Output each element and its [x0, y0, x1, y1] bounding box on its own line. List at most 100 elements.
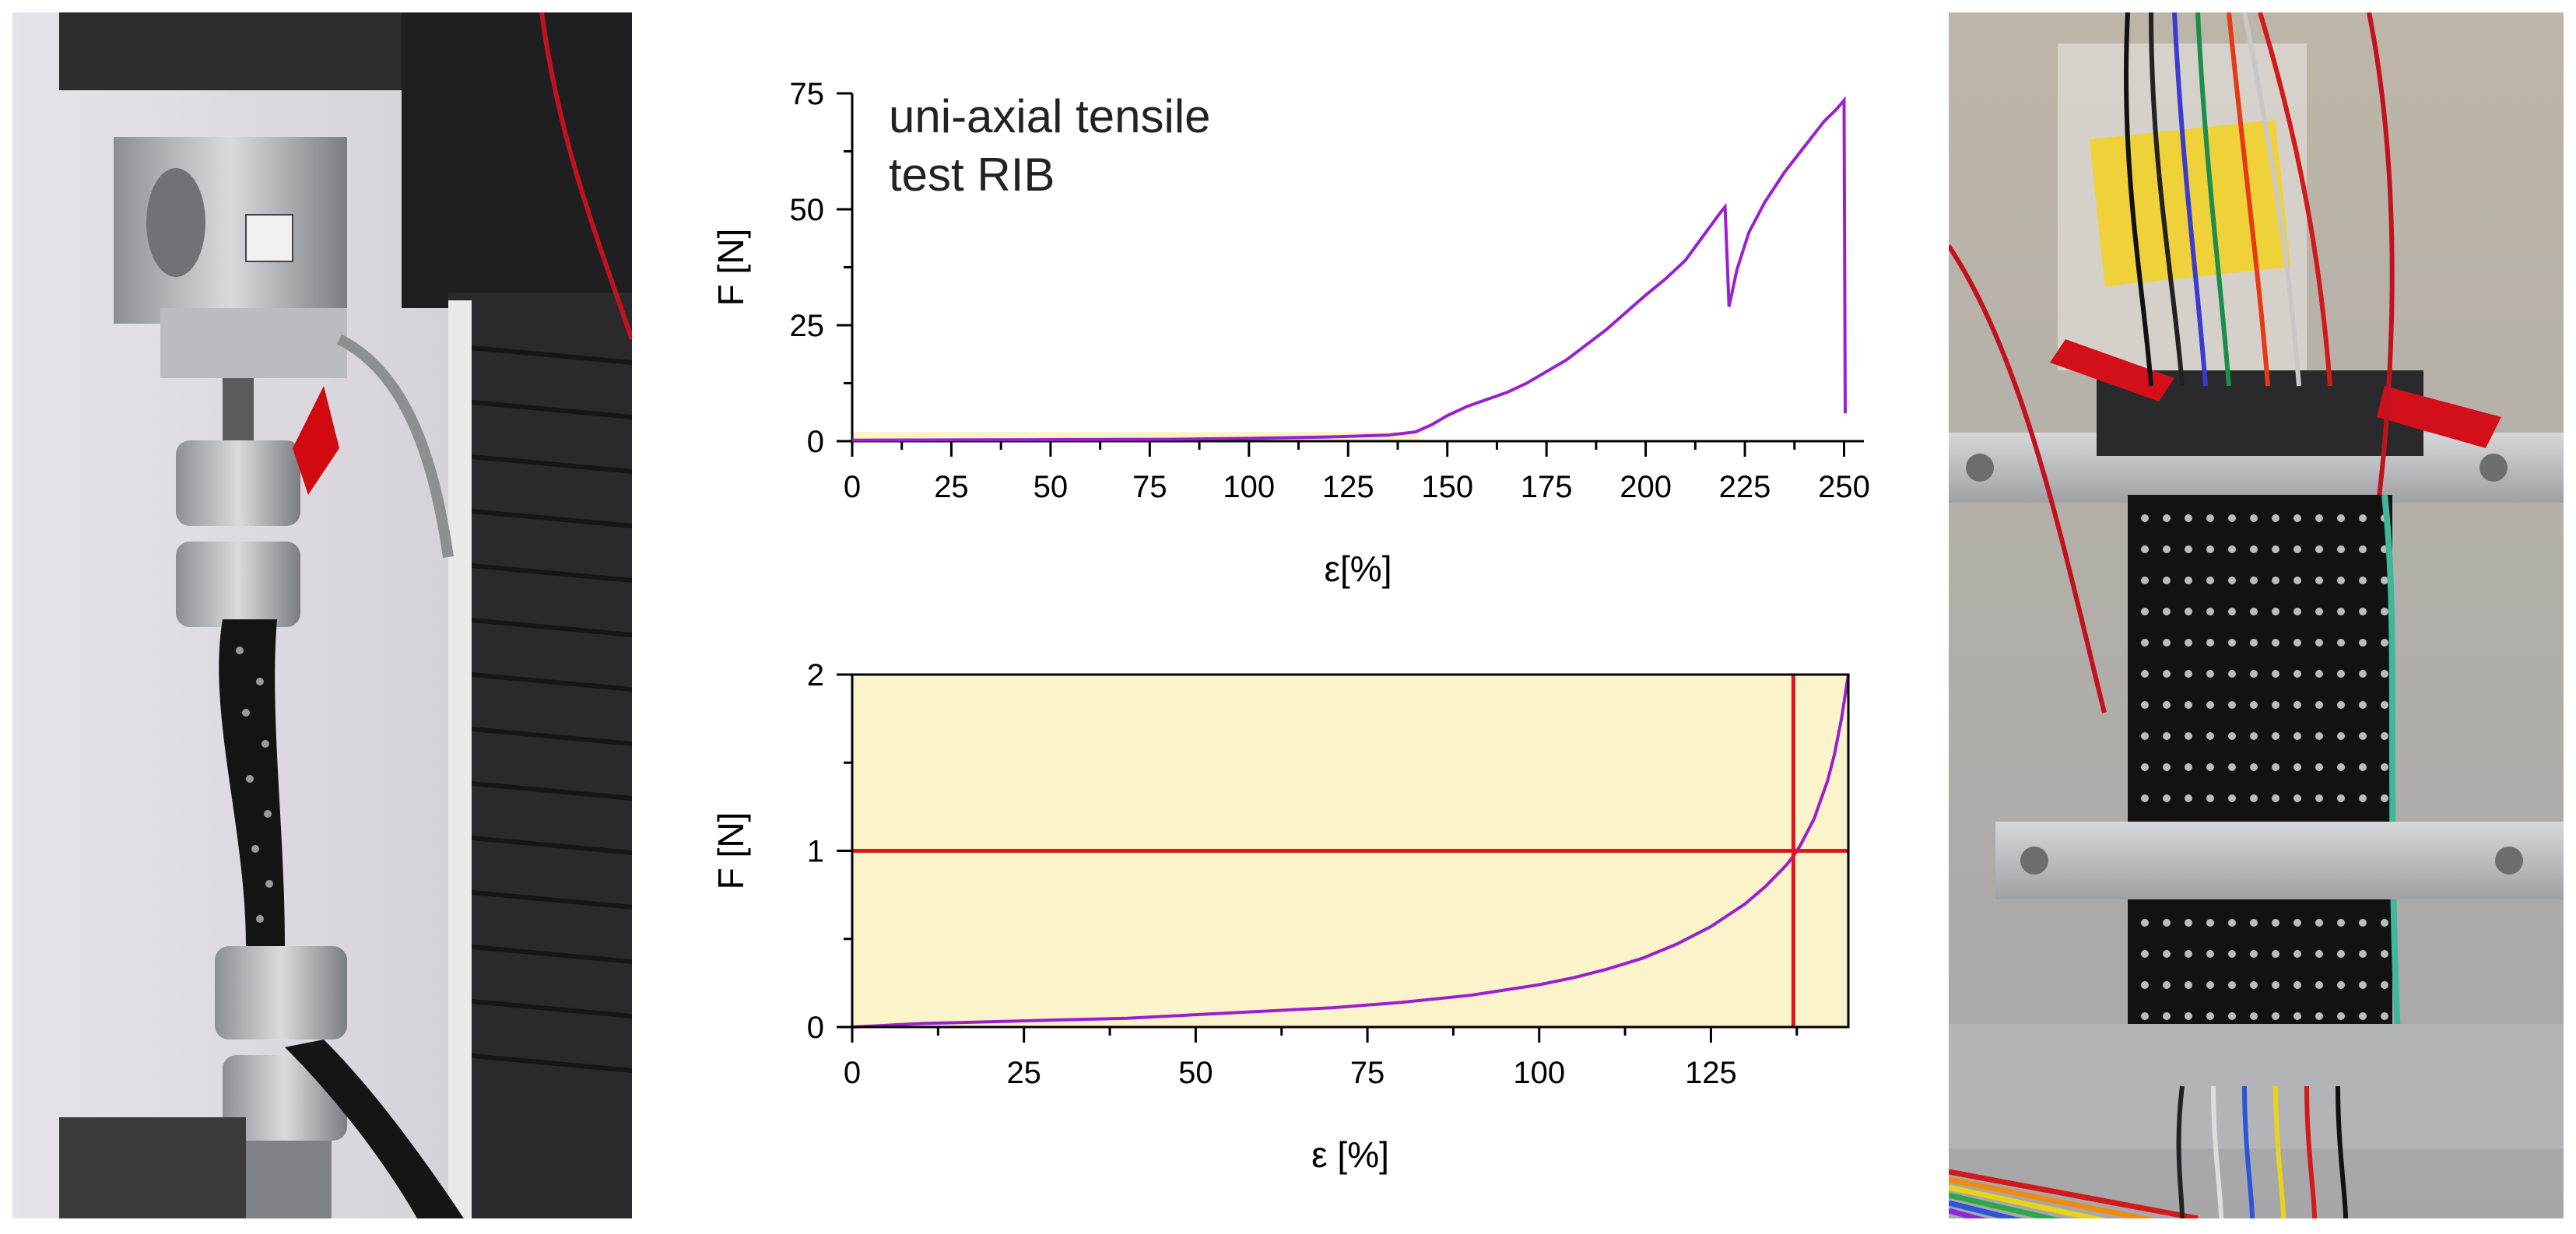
- knit-stitch: [2185, 1012, 2192, 1020]
- knit-stitch: [2293, 639, 2301, 647]
- top-y-axis-label: F [N]: [711, 229, 751, 307]
- knit-stitch: [2272, 919, 2279, 927]
- knit-stitch: [2272, 950, 2279, 958]
- knit-stitch: [2163, 732, 2171, 740]
- knit-stitch: [2337, 1012, 2345, 1020]
- knit-stitch: [2141, 1012, 2149, 1020]
- knit-stitch: [2141, 577, 2149, 584]
- top-x-tick-label: 125: [1322, 470, 1374, 504]
- knit-stitch: [2315, 919, 2323, 927]
- knit-stitch: [2206, 701, 2214, 709]
- top-x-tick-label: 175: [1521, 470, 1573, 504]
- knit-stitch: [2206, 545, 2214, 553]
- knit-stitch: [2272, 670, 2279, 678]
- knit-stitch: [2141, 608, 2149, 615]
- knit-stitch: [2381, 794, 2388, 802]
- knit-stitch: [2250, 732, 2258, 740]
- knit-stitch: [2272, 639, 2279, 647]
- knit-stitch: [2206, 732, 2214, 740]
- knit-stitch: [2359, 950, 2367, 958]
- knit-stitch: [2293, 763, 2301, 771]
- knit-stitch: [2141, 701, 2149, 709]
- knit-stitch: [2141, 514, 2149, 522]
- knit-stitch: [2359, 670, 2367, 678]
- knit-stitch: [2381, 981, 2388, 989]
- knit-stitch: [2315, 981, 2323, 989]
- knit-stitch: [2337, 919, 2345, 927]
- knit-stitch: [2272, 732, 2279, 740]
- knit-stitch: [2185, 732, 2192, 740]
- top-x-tick-label: 225: [1719, 470, 1771, 504]
- knit-stitch: [2293, 1012, 2301, 1020]
- knit-stitch: [2141, 639, 2149, 647]
- knit-stitch: [2337, 701, 2345, 709]
- knit-stitch: [2272, 1012, 2279, 1020]
- knit-stitch: [2337, 981, 2345, 989]
- knit-stitch: [2163, 545, 2171, 553]
- top-x-tick-label: 250: [1818, 470, 1870, 504]
- knit-stitch: [2163, 950, 2171, 958]
- knit-stitch: [2337, 608, 2345, 615]
- knit-stitch: [2250, 919, 2258, 927]
- knit-stitch: [2250, 950, 2258, 958]
- knit-stitch: [2250, 1012, 2258, 1020]
- knit-stitch: [2228, 545, 2236, 553]
- knit-stitch: [2337, 670, 2345, 678]
- knit-stitch: [2163, 763, 2171, 771]
- knit-stitch: [2185, 919, 2192, 927]
- knit-stitch: [2141, 670, 2149, 678]
- bottom-y-axis-label: F [N]: [711, 812, 751, 890]
- knit-stitch: [2206, 950, 2214, 958]
- knit-stitch: [2141, 545, 2149, 553]
- knit-stitch: [2293, 950, 2301, 958]
- bot-x-tick-label: 25: [1006, 1056, 1041, 1090]
- bot-x-tick-label: 0: [844, 1056, 861, 1090]
- knit-stitch: [2272, 763, 2279, 771]
- knit-stitch: [2206, 981, 2214, 989]
- knit-stitch: [2381, 608, 2388, 615]
- knit-stitch: [2381, 670, 2388, 678]
- knit-stitch: [2206, 608, 2214, 615]
- knit-stitch: [2163, 919, 2171, 927]
- knit-stitch: [2250, 514, 2258, 522]
- knit-stitch: [2163, 577, 2171, 584]
- knit-stitch: [2359, 577, 2367, 584]
- knit-stitch: [2381, 732, 2388, 740]
- top-x-tick-label: 50: [1034, 470, 1069, 504]
- knit-stitch: [2185, 763, 2192, 771]
- knit-stitch: [2185, 794, 2192, 802]
- knit-stitch: [2293, 732, 2301, 740]
- bottom-chart: 0 1 2 0 25 50 75 100 125 ε [%] F [N]: [711, 658, 1850, 1175]
- knit-stitch: [2228, 1012, 2236, 1020]
- knit-stitch: [2185, 545, 2192, 553]
- knit-stitch: [2141, 950, 2149, 958]
- knit-stitch: [2359, 639, 2367, 647]
- top-x-tick-label: 100: [1223, 470, 1275, 504]
- knit-stitch: [2315, 670, 2323, 678]
- knit-stitch: [2315, 732, 2323, 740]
- knit-stitch: [2228, 794, 2236, 802]
- knit-stitch: [2381, 701, 2388, 709]
- knit-stitch: [2185, 950, 2192, 958]
- knit-stitch: [2250, 545, 2258, 553]
- knit-stitch: [2141, 981, 2149, 989]
- knit-stitch: [2228, 732, 2236, 740]
- top-x-tick-label: 150: [1421, 470, 1473, 504]
- knit-stitch: [2337, 545, 2345, 553]
- bot-x-tick-label: 75: [1350, 1056, 1385, 1090]
- bottom-x-axis-label: ε [%]: [1311, 1134, 1389, 1175]
- bottom-x-ticks: 0 25 50 75 100 125: [844, 1027, 1799, 1090]
- knit-stitch: [2315, 577, 2323, 584]
- top-chart: 0 25 50 75 0 25 50 75 100 125 150 175 200 225 250 uni…: [711, 77, 1870, 589]
- knit-stitch: [2293, 794, 2301, 802]
- top-x-tick-label: 75: [1132, 470, 1167, 504]
- knit-stitch: [2293, 608, 2301, 615]
- bottom-series-line: [851, 674, 1850, 1029]
- top-x-tick-label: 0: [844, 470, 861, 504]
- photo-knitted-sensor: [1949, 12, 2564, 1218]
- knit-stitch: [2359, 701, 2367, 709]
- knit-stitch: [2228, 639, 2236, 647]
- knit-stitch: [2185, 701, 2192, 709]
- knit-stitch: [2272, 794, 2279, 802]
- knit-stitch: [2293, 545, 2301, 553]
